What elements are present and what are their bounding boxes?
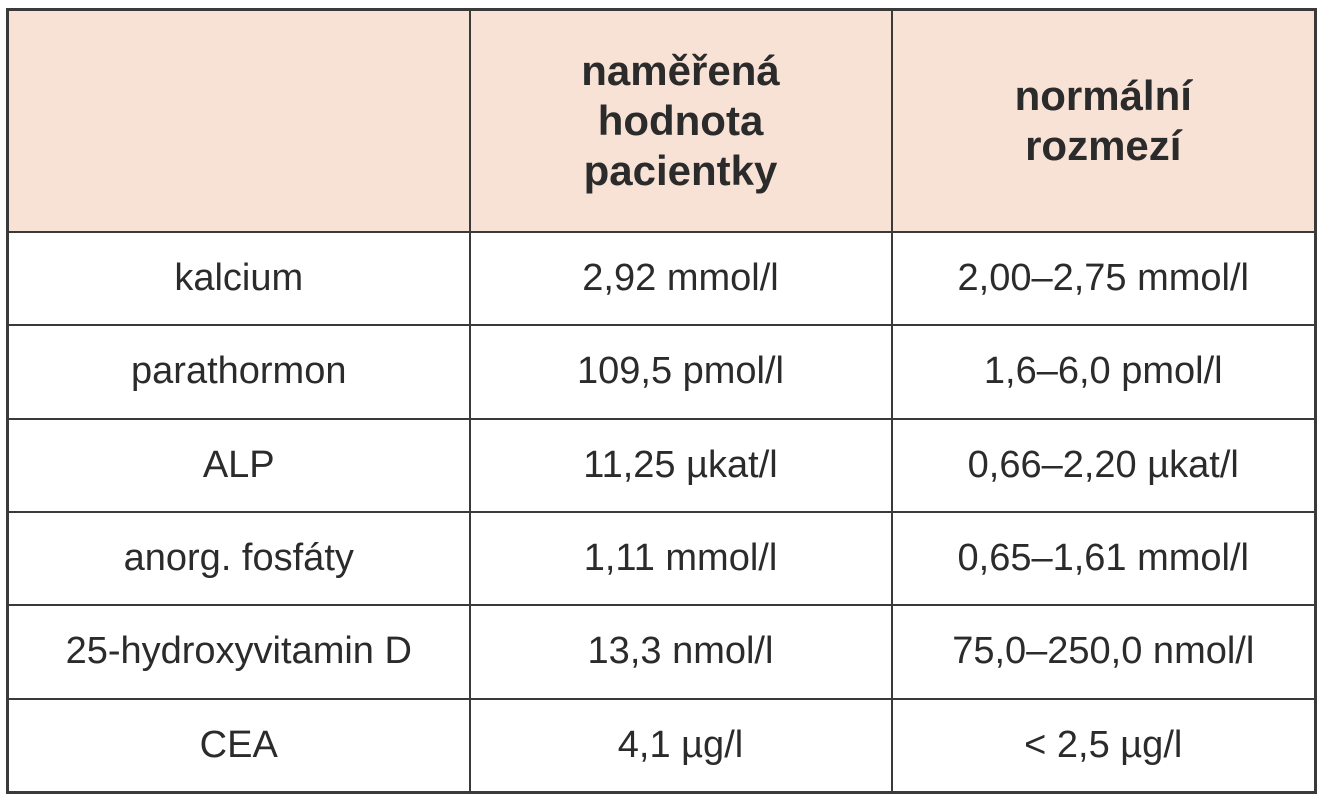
row-parameter: kalcium bbox=[6, 230, 471, 327]
header-normal-range: normální rozmezí bbox=[890, 8, 1317, 233]
table-row: anorg. fosfáty 1,11 mmol/l 0,65–1,61 mmo… bbox=[6, 510, 1317, 607]
table-row: ALP 11,25 µkat/l 0,66–2,20 µkat/l bbox=[6, 417, 1317, 513]
row-measured-value: 109,5 pmol/l bbox=[468, 324, 893, 420]
lab-results-table: naměřená hodnota pacientky normální rozm… bbox=[6, 8, 1317, 794]
table-header: naměřená hodnota pacientky normální rozm… bbox=[6, 8, 1317, 233]
header-measured-value-line-1: naměřená bbox=[581, 47, 780, 94]
row-measured-value: 1,11 mmol/l bbox=[468, 510, 893, 607]
row-normal-range: 0,66–2,20 µkat/l bbox=[890, 417, 1317, 513]
row-parameter: parathormon bbox=[6, 324, 471, 420]
header-measured-value-line-3: pacientky bbox=[583, 147, 778, 194]
table-row: 25-hydroxyvitamin D 13,3 nmol/l 75,0–250… bbox=[6, 604, 1317, 700]
table-body: kalcium 2,92 mmol/l 2,00–2,75 mmol/l par… bbox=[6, 230, 1317, 794]
header-measured-value-line-2: hodnota bbox=[597, 97, 764, 144]
row-measured-value: 4,1 µg/l bbox=[468, 697, 893, 794]
row-parameter: CEA bbox=[6, 697, 471, 794]
table-row: kalcium 2,92 mmol/l 2,00–2,75 mmol/l bbox=[6, 230, 1317, 327]
row-normal-range: 2,00–2,75 mmol/l bbox=[890, 230, 1317, 327]
row-normal-range: 75,0–250,0 nmol/l bbox=[890, 604, 1317, 700]
row-normal-range: 0,65–1,61 mmol/l bbox=[890, 510, 1317, 607]
table-row: CEA 4,1 µg/l < 2,5 µg/l bbox=[6, 697, 1317, 794]
row-parameter: anorg. fosfáty bbox=[6, 510, 471, 607]
row-normal-range: 1,6–6,0 pmol/l bbox=[890, 324, 1317, 420]
header-measured-value: naměřená hodnota pacientky bbox=[468, 8, 893, 233]
header-normal-range-line-1: normální bbox=[1014, 72, 1192, 119]
row-measured-value: 13,3 nmol/l bbox=[468, 604, 893, 700]
row-normal-range: < 2,5 µg/l bbox=[890, 697, 1317, 794]
lab-results-table-container: naměřená hodnota pacientky normální rozm… bbox=[6, 8, 1317, 794]
header-row: naměřená hodnota pacientky normální rozm… bbox=[6, 8, 1317, 233]
row-measured-value: 2,92 mmol/l bbox=[468, 230, 893, 327]
row-measured-value: 11,25 µkat/l bbox=[468, 417, 893, 513]
row-parameter: 25-hydroxyvitamin D bbox=[6, 604, 471, 700]
table-row: parathormon 109,5 pmol/l 1,6–6,0 pmol/l bbox=[6, 324, 1317, 420]
row-parameter: ALP bbox=[6, 417, 471, 513]
header-parameter bbox=[6, 8, 471, 233]
header-normal-range-line-2: rozmezí bbox=[1025, 122, 1182, 169]
